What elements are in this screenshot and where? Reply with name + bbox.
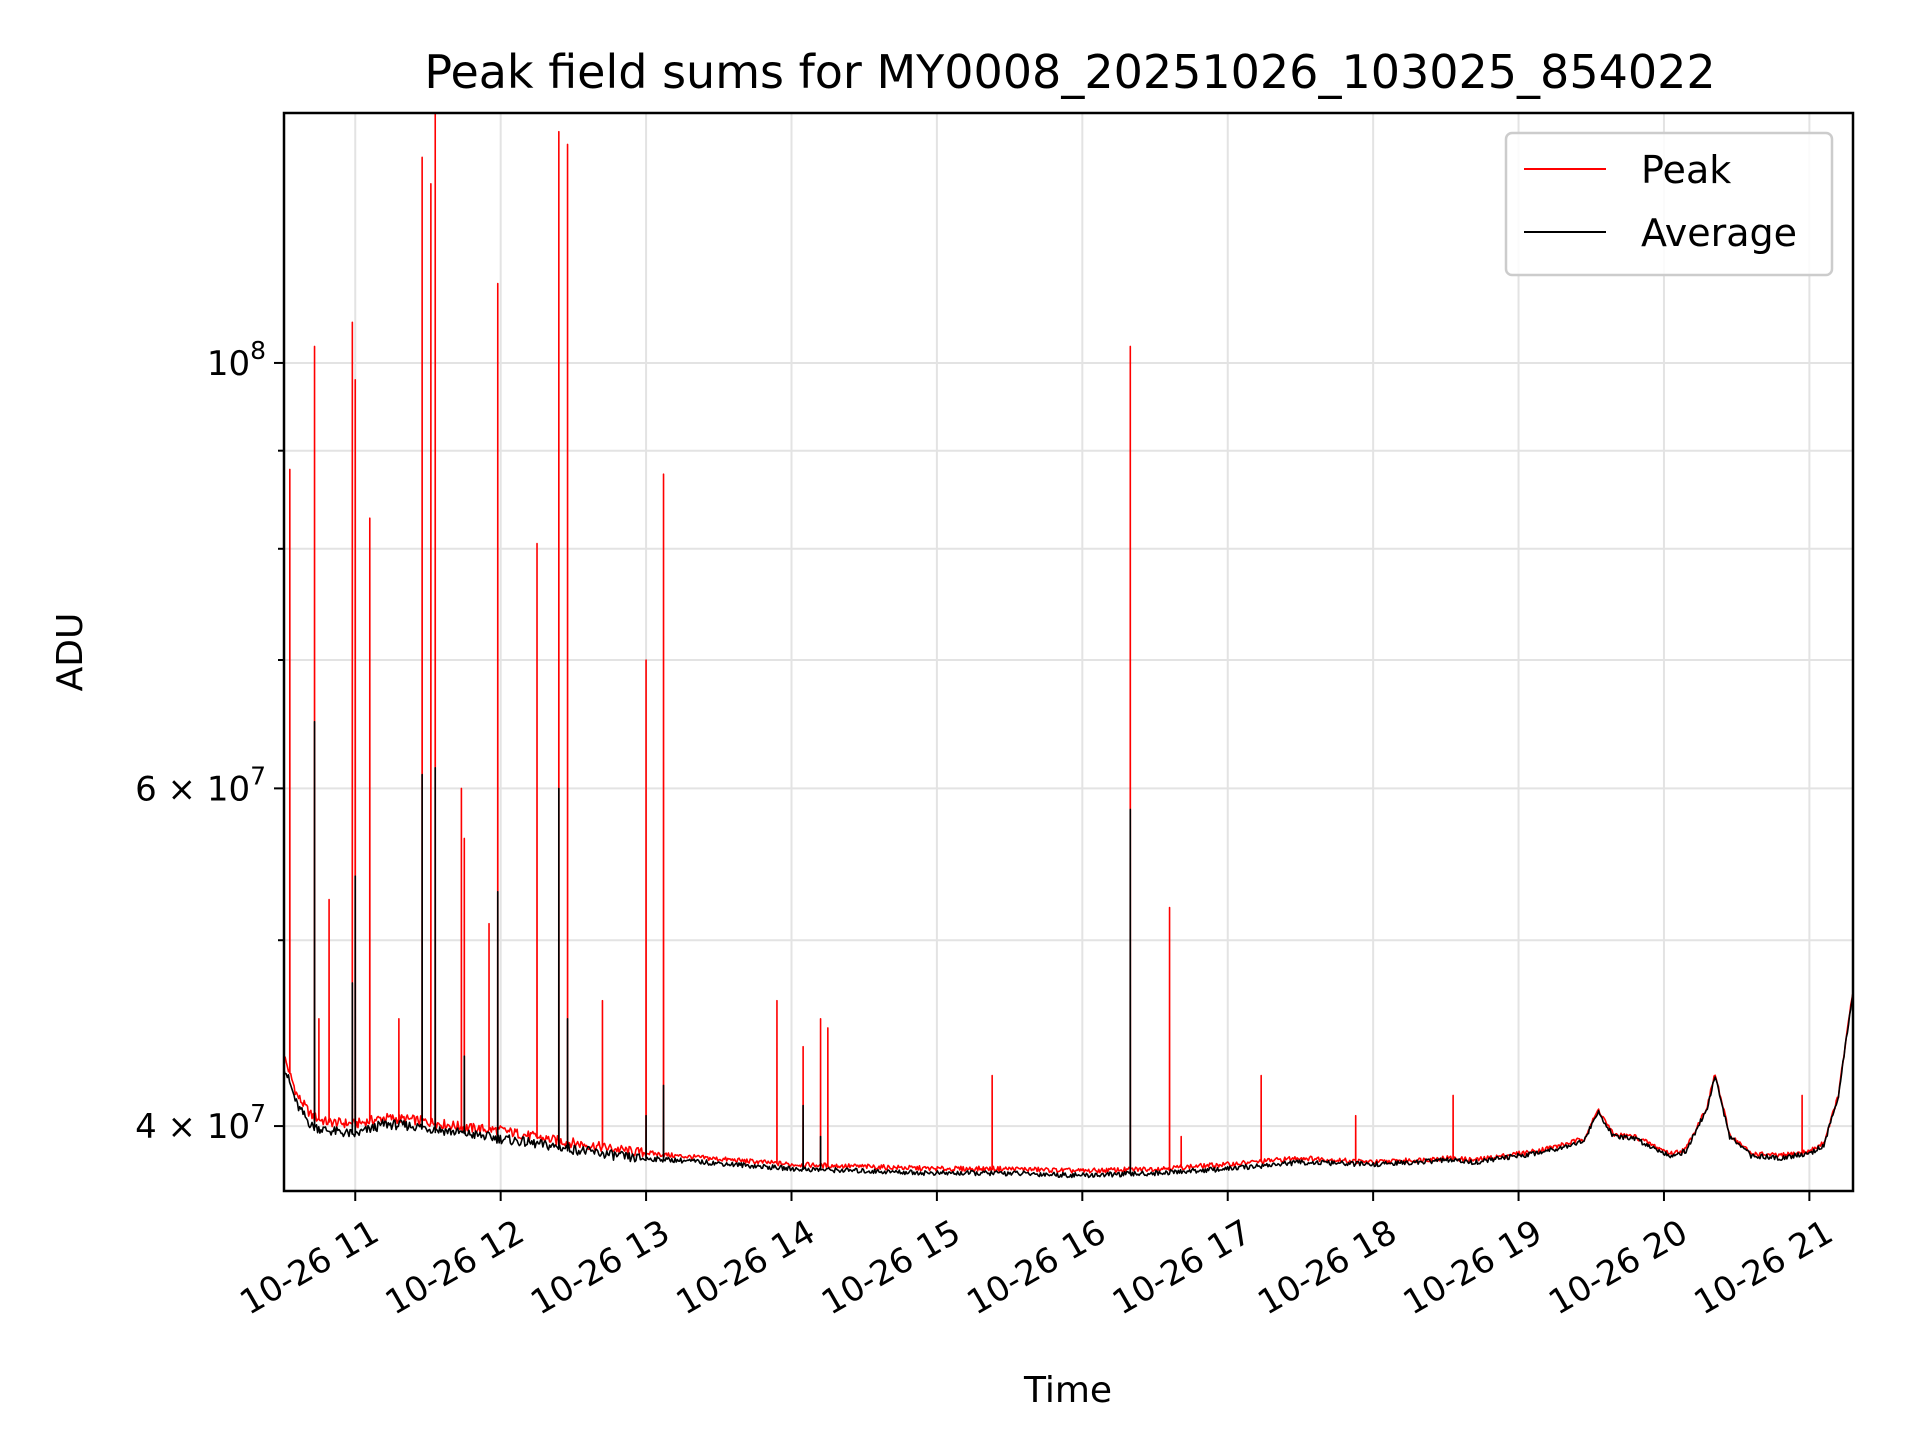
x-tick-label: 10-26 11 [233, 1212, 385, 1323]
x-tick-label: 10-26 12 [379, 1212, 531, 1323]
series-line-average [283, 720, 1854, 1179]
legend: Peak Average [1504, 131, 1834, 277]
x-tick-label: 10-26 20 [1542, 1212, 1694, 1323]
x-tick-label: 10-26 17 [1106, 1212, 1258, 1323]
x-tick-label: 10-26 18 [1251, 1212, 1403, 1323]
series-line-peak [283, 112, 1854, 1174]
x-tick-label: 10-26 16 [960, 1212, 1112, 1323]
x-tick-label: 10-26 14 [670, 1212, 822, 1323]
y-tick-label: 4 × 107 [135, 1099, 266, 1147]
grid [284, 113, 1853, 1191]
x-tick-label: 10-26 21 [1687, 1212, 1839, 1323]
y-tick-label: 108 [207, 336, 266, 384]
x-tick-label: 10-26 13 [524, 1212, 676, 1323]
y-tick-label: 6 × 107 [135, 761, 266, 809]
chart-title: Peak field sums for MY0008_20251026_1030… [424, 45, 1715, 99]
axes-frame [282, 111, 1855, 1193]
x-tick-label: 10-26 19 [1397, 1212, 1549, 1323]
legend-label-peak: Peak [1641, 148, 1731, 192]
legend-label-average: Average [1641, 211, 1797, 255]
y-axis-label: ADU [50, 613, 91, 692]
plot-area [283, 112, 1854, 1179]
x-tick-label: 10-26 15 [815, 1212, 967, 1323]
x-axis-label: Time [1023, 1370, 1112, 1411]
